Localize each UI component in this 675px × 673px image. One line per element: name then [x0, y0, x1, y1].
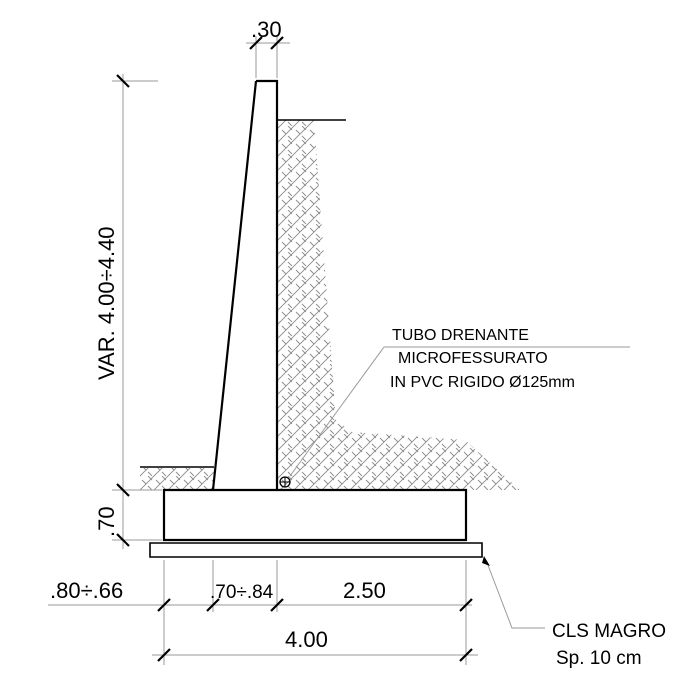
- drain-note-line2: MICROFESSURATO: [398, 350, 548, 367]
- drain-note-line1: TUBO DRENANTE: [392, 327, 529, 344]
- lean-concrete-leader: [485, 559, 545, 629]
- height-tick-mid: [116, 483, 130, 497]
- lean-concrete-note-line2: Sp. 10 cm: [556, 648, 642, 669]
- height-tick-top: [116, 74, 130, 88]
- dim-total-width: 4.00: [285, 627, 328, 652]
- total-tick-left: [157, 648, 171, 662]
- height-tick-bottom: [116, 533, 130, 547]
- wall-footing: [162, 488, 468, 542]
- lean-concrete-note-line1: CLS MAGRO: [552, 621, 666, 642]
- bottom-tick-1: [157, 598, 171, 612]
- bottom-tick-2: [206, 598, 220, 612]
- front-soil: [140, 468, 214, 490]
- lean-concrete-slab: [149, 542, 483, 558]
- retaining-wall-stem: [211, 79, 279, 491]
- top-tick-left: [249, 36, 263, 50]
- dim-stem-base: .70÷.84: [210, 582, 274, 603]
- dim-heel: 2.50: [343, 578, 386, 603]
- dim-footing-thickness: .70: [94, 506, 119, 537]
- backfill-soil: [278, 120, 520, 490]
- drain-leader: [289, 346, 385, 477]
- bottom-tick-4: [459, 598, 473, 612]
- dim-toe: .80÷.66: [50, 578, 123, 603]
- lean-concrete-arrow: [482, 556, 490, 566]
- dim-height: VAR. 4.00÷4.40: [94, 226, 119, 380]
- drain-note-line3: IN PVC RIGIDO Ø125mm: [390, 374, 575, 391]
- bottom-tick-3: [270, 598, 284, 612]
- total-tick-right: [459, 648, 473, 662]
- dim-top-width: .30: [251, 17, 282, 42]
- top-tick-right: [270, 36, 284, 50]
